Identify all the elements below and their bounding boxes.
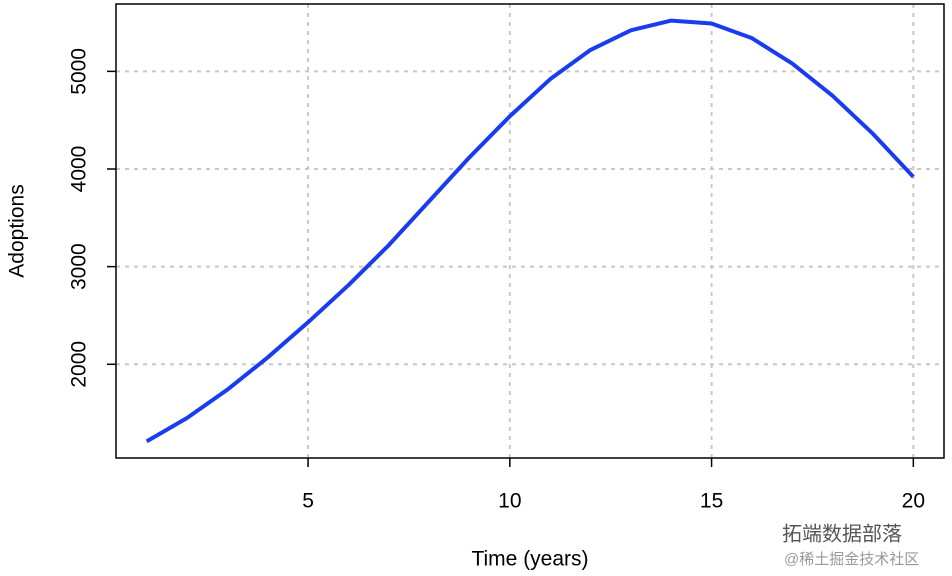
x-tick-label: 15 [700, 490, 723, 513]
watermark: 拓端数据部落 [782, 522, 902, 545]
x-axis-label: Time (years) [471, 548, 588, 571]
watermark: @稀土掘金技术社区 [784, 551, 919, 568]
y-tick-label: 5000 [68, 48, 91, 95]
x-tick-label: 10 [498, 490, 521, 513]
y-tick-label: 2000 [68, 341, 91, 388]
y-tick-label: 3000 [68, 243, 91, 290]
y-axis-label: Adoptions [6, 184, 29, 277]
y-tick-label: 4000 [68, 146, 91, 193]
plot-frame [115, 3, 945, 459]
x-tick-label: 20 [902, 490, 925, 513]
data-line [145, 18, 915, 444]
x-tick-label: 5 [302, 490, 314, 513]
